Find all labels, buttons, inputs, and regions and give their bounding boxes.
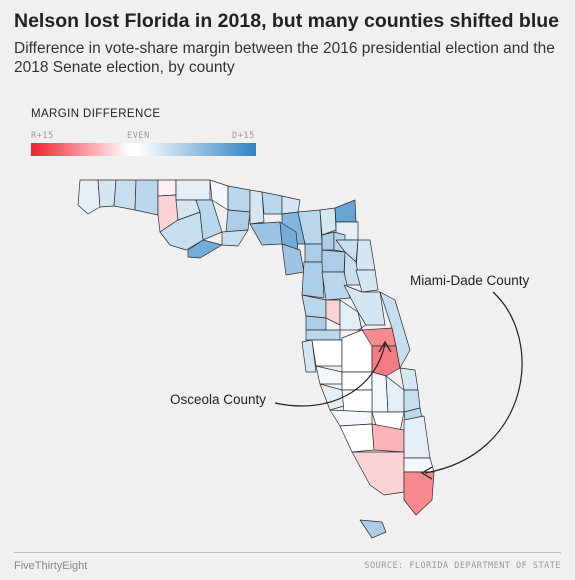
footer-brand: FiveThirtyEight	[14, 560, 88, 572]
county-highlands	[371, 371, 389, 413]
county-okeechobee	[385, 375, 405, 413]
county-citrus	[301, 294, 327, 319]
county-nassau	[334, 199, 357, 223]
county-hamilton	[281, 195, 301, 215]
osceola-arrow-line	[274, 343, 386, 407]
county-collier	[351, 451, 405, 496]
legend-color-bar	[31, 143, 256, 156]
legend-label-mid: EVEN	[127, 131, 150, 141]
county-walton	[134, 179, 159, 216]
legend-title: MARGIN DIFFERENCE	[31, 108, 161, 120]
county-sarasota	[319, 383, 345, 411]
county-seminole	[357, 311, 367, 331]
annotation-miami-dade: Miami-Dade County	[410, 273, 530, 288]
county-indian-river	[399, 367, 419, 391]
county-layer	[77, 179, 435, 539]
county-osceola	[371, 345, 401, 377]
county-hardee	[341, 371, 373, 391]
county-gilchrist	[304, 243, 323, 263]
county-baker	[319, 207, 337, 236]
county-liberty	[195, 199, 223, 241]
county-monroe	[359, 519, 387, 539]
miami-arrow-head	[420, 466, 433, 480]
osceola-arrow-head	[378, 340, 392, 353]
county-franklin	[221, 229, 249, 247]
county-hillsborough	[311, 339, 343, 367]
county-wakulla	[225, 209, 251, 233]
county-jefferson	[249, 189, 265, 225]
county-flagler	[355, 269, 379, 293]
county-taylor	[249, 221, 283, 246]
county-pinellas	[301, 339, 317, 373]
county-madison	[261, 191, 283, 215]
county-palm-beach	[403, 415, 431, 459]
county-lee	[339, 423, 375, 453]
legend-label-left: R+15	[31, 131, 54, 141]
county-escambia	[77, 179, 101, 215]
miami-arrow-line	[424, 291, 523, 474]
county-miami-dade	[403, 471, 435, 516]
county-hernando	[305, 315, 327, 331]
county-marion	[321, 271, 351, 301]
county-gulf	[187, 239, 223, 259]
county-jackson	[175, 179, 211, 201]
annotation-osceola: Osceola County	[170, 392, 267, 407]
footer-source: SOURCE: FLORIDA DEPARTMENT OF STATE	[364, 561, 561, 571]
footer-divider	[14, 552, 561, 553]
county-charlotte	[329, 409, 373, 427]
county-holmes	[157, 179, 177, 197]
county-okaloosa	[113, 179, 137, 211]
county-pasco	[305, 329, 341, 341]
county-dixie	[281, 243, 305, 276]
annotation-arrows	[274, 291, 523, 480]
county-union	[321, 231, 335, 251]
chart-title: Nelson lost Florida in 2018, but many co…	[14, 10, 560, 32]
county-broward	[403, 457, 435, 473]
county-levy	[301, 261, 325, 299]
county-manatee	[315, 365, 343, 385]
county-desoto	[341, 389, 373, 413]
chart-subtitle: Difference in vote-share margin between …	[14, 40, 555, 76]
legend-label-right: D+15	[232, 131, 255, 141]
county-santa-rosa	[97, 179, 117, 208]
county-alachua	[321, 249, 346, 273]
county-st-johns	[355, 239, 376, 271]
county-sumter	[325, 299, 341, 326]
county-leon	[227, 185, 251, 213]
